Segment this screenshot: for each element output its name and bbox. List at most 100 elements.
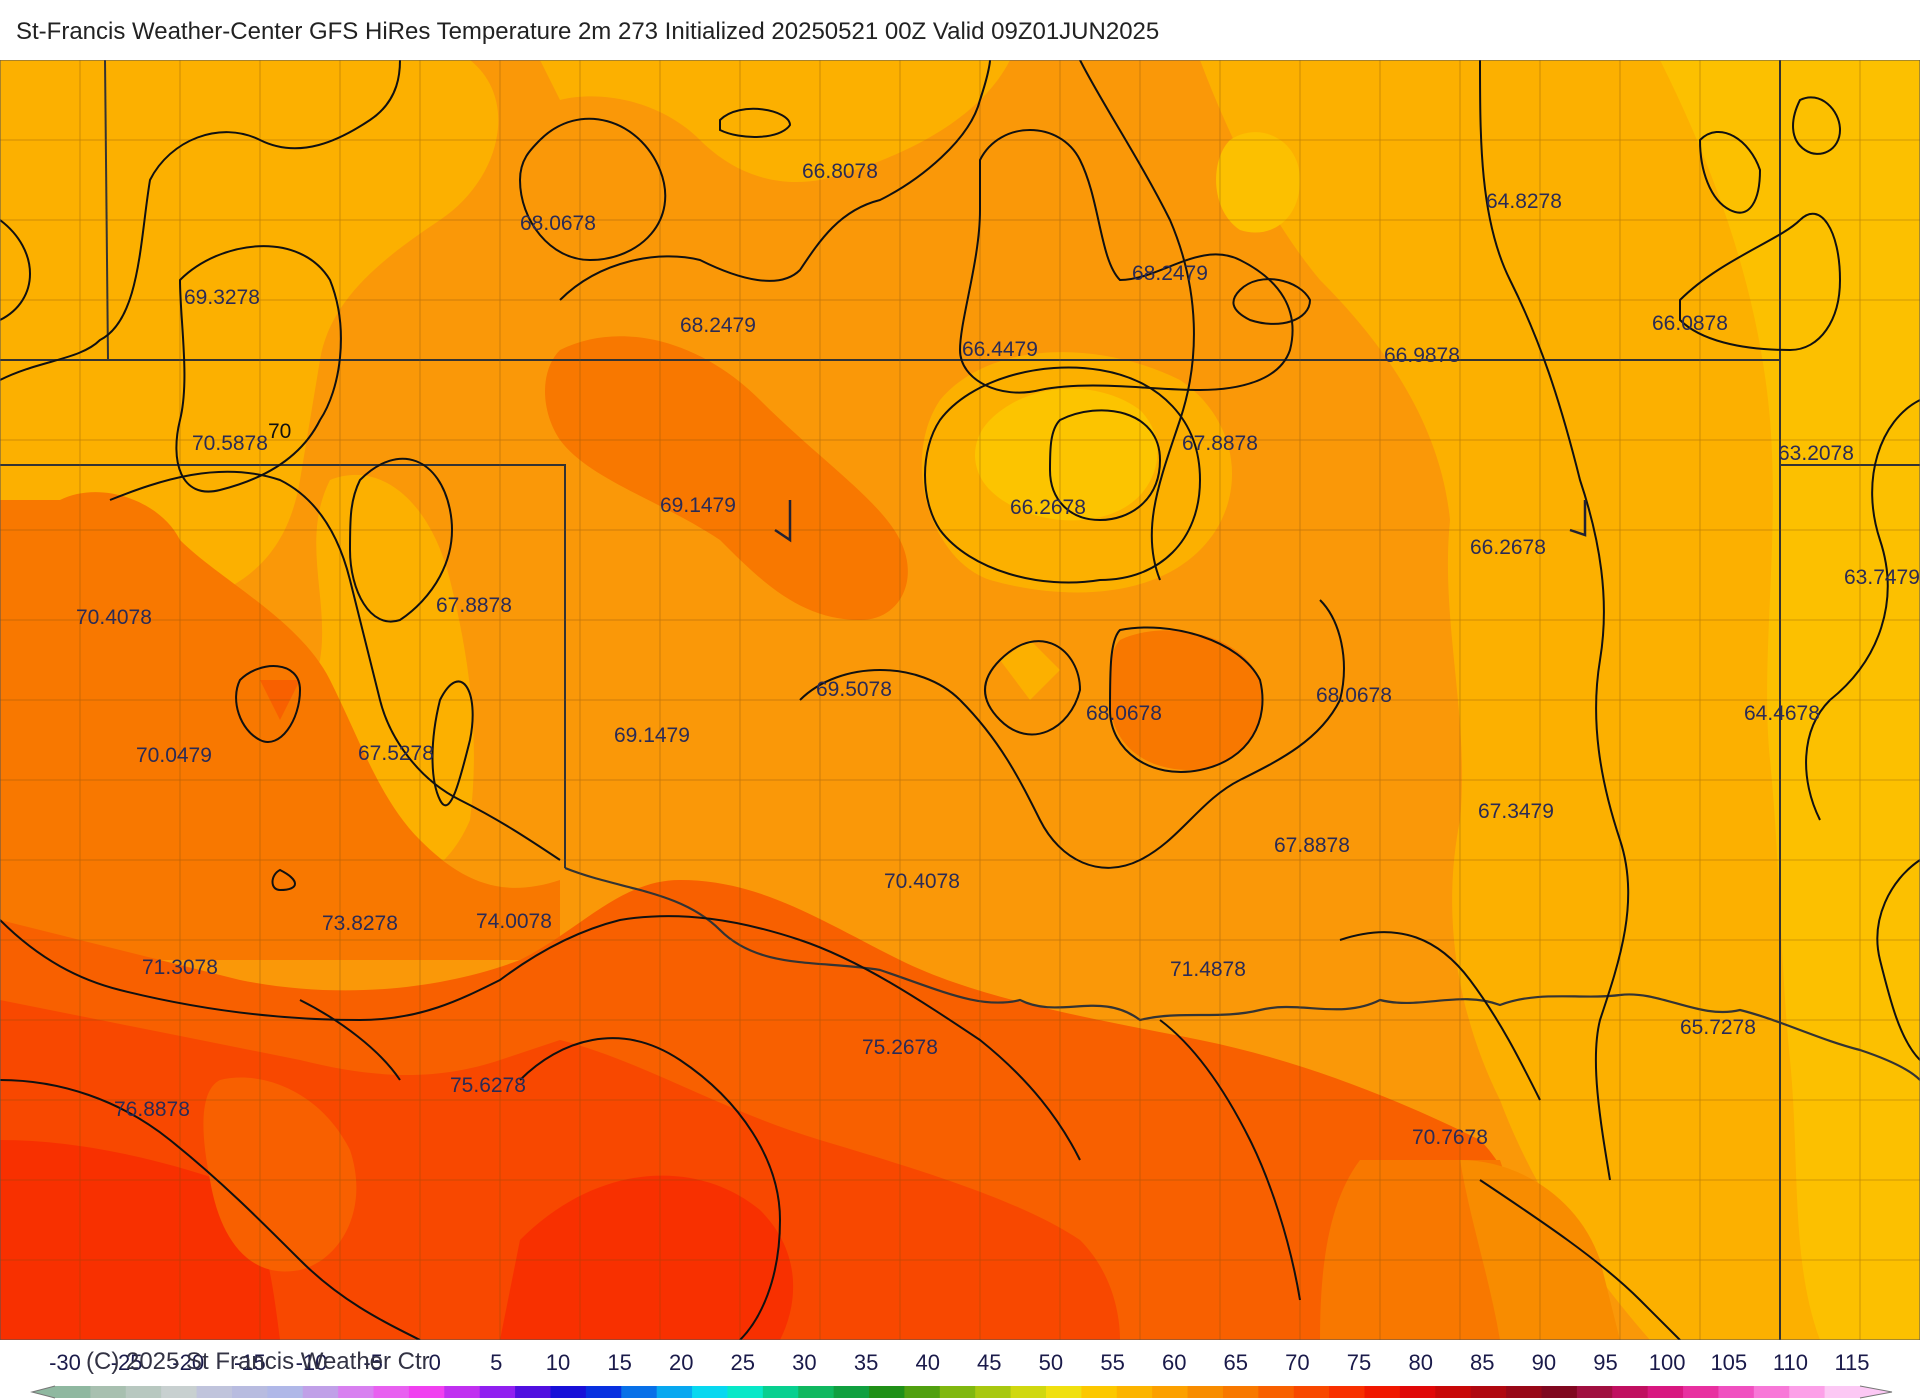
colorbar-tick-label: 35 (854, 1350, 878, 1375)
colorbar-swatch (869, 1386, 906, 1398)
colorbar-swatch (161, 1386, 198, 1398)
colorbar-tick-label: -20 (172, 1350, 204, 1375)
isotherm (431, 680, 474, 807)
colorbar-tick-label: 30 (792, 1350, 816, 1375)
temp-label: 69.1479 (660, 494, 736, 517)
colorbar-swatches (55, 1386, 1861, 1398)
isotherm (1048, 409, 1162, 522)
colorbar-tick-label: 90 (1532, 1350, 1556, 1375)
colorbar-swatch (1824, 1386, 1861, 1398)
temp-label: 71.4878 (1170, 958, 1246, 981)
colorbar-swatch (692, 1386, 729, 1398)
temp-label: 69.3278 (184, 286, 260, 309)
colorbar-swatch (125, 1386, 162, 1398)
colorbar-swatch (1612, 1386, 1649, 1398)
temp-band-85 (0, 1140, 794, 1340)
wind-barb (1569, 500, 1587, 537)
isotherm (1079, 60, 1195, 581)
colorbar-swatch (1789, 1386, 1826, 1398)
contour-label: 70 (268, 420, 291, 443)
colorbar-swatch (515, 1386, 552, 1398)
colorbar-swatch (1718, 1386, 1755, 1398)
wind-barb (774, 500, 792, 543)
map-title: St-Francis Weather-Center GFS HiRes Temp… (16, 18, 1160, 45)
colorbar-swatch (408, 1386, 445, 1398)
temp-label: 66.9878 (1384, 344, 1460, 367)
temp-label: 73.8278 (322, 912, 398, 935)
colorbar-swatch (55, 1386, 91, 1398)
colorbar-tick-label: 105 (1710, 1350, 1747, 1375)
colorbar-tick-label: 0 (429, 1350, 441, 1375)
isotherm (348, 457, 453, 623)
temp-label: 67.3479 (1478, 800, 1554, 823)
colorbar-swatch (338, 1386, 375, 1398)
colorbar-swatch (621, 1386, 658, 1398)
colorbar-tick-label: -10 (296, 1350, 328, 1375)
colorbar-tick-label: 10 (546, 1350, 570, 1375)
isotherm (799, 599, 1345, 869)
colorbar-swatch (727, 1386, 764, 1398)
colorbar-swatch (196, 1386, 233, 1398)
colorbar-swatch (1152, 1386, 1189, 1398)
isotherm (719, 107, 792, 138)
temp-label: 76.8878 (114, 1098, 190, 1121)
colorbar-tick-label: 60 (1162, 1350, 1186, 1375)
temp-label: 68.0678 (1316, 684, 1392, 707)
temp-label: 67.8878 (436, 594, 512, 617)
temp-label: 66.0878 (1652, 312, 1728, 335)
temp-label: 64.8278 (1486, 190, 1562, 213)
isotherm (0, 219, 31, 321)
colorbar-swatch (90, 1386, 127, 1398)
temp-label: 68.0678 (520, 212, 596, 235)
colorbar-tick-label: 50 (1039, 1350, 1063, 1375)
colorbar-swatch (1187, 1386, 1224, 1398)
colorbar-tick-labels: -30 -25 -20 -15 -10 -5 0 5 10 15 20 25 30 35 40 45 50 55 6… (49, 1350, 1869, 1375)
wind-barbs (774, 500, 1587, 543)
temp-band-60 (1660, 60, 1920, 1340)
colorbar-swatch (1683, 1386, 1720, 1398)
colorbar-swatch (1470, 1386, 1507, 1398)
colorbar-swatch (444, 1386, 481, 1398)
colorbar-tick-label: 95 (1593, 1350, 1617, 1375)
temp-label: 67.8878 (1274, 834, 1350, 857)
temp-label: 70.4078 (884, 870, 960, 893)
colorbar-swatch (833, 1386, 870, 1398)
temp-label: 68.2479 (680, 314, 756, 337)
colorbar-tick-label: 110 (1773, 1350, 1808, 1375)
colorbar-tick-label: -15 (234, 1350, 266, 1375)
temp-label: 63.7479 (1844, 566, 1920, 589)
temp-band-70 (1110, 630, 1262, 770)
colorbar-right-arrow (1859, 1385, 1893, 1399)
colorbar-tick-label: 115 (1834, 1350, 1869, 1375)
colorbar-tick-label: -25 (111, 1350, 143, 1375)
colorbar-tick-label: 65 (1224, 1350, 1248, 1375)
temp-label: 64.4678 (1744, 702, 1820, 725)
colorbar-tick-label: 100 (1649, 1350, 1686, 1375)
temp-label: 70.5878 (192, 432, 268, 455)
temp-label: 65.7278 (1680, 1016, 1756, 1039)
isotherm (1479, 1179, 1681, 1340)
colorbar-tick-label: 75 (1347, 1350, 1371, 1375)
temperature-colorbar: -30 -25 -20 -15 -10 -5 0 5 10 15 20 25 30 35 40 45 50 55 6… (30, 1350, 1893, 1399)
temp-label: 68.0678 (1086, 702, 1162, 725)
colorbar-swatch (1576, 1386, 1613, 1398)
temp-label: 70.7678 (1412, 1126, 1488, 1149)
colorbar-swatch (656, 1386, 693, 1398)
state-border (0, 464, 566, 868)
temp-band-65 (540, 60, 1010, 182)
colorbar-swatch (762, 1386, 799, 1398)
colorbar-swatch (1258, 1386, 1295, 1398)
river-border (564, 866, 1920, 1081)
temp-band-70 (0, 492, 560, 960)
colorbar-swatch (939, 1386, 976, 1398)
colorbar-tick-label: 5 (490, 1350, 502, 1375)
temp-label: 69.1479 (614, 724, 690, 747)
colorbar-tick-label: -30 (49, 1350, 81, 1375)
temp-label: 75.6278 (450, 1074, 526, 1097)
isotherm (175, 245, 342, 493)
colorbar-swatch (302, 1386, 339, 1398)
isotherm (1159, 1019, 1301, 1301)
temp-label: 70.0479 (136, 744, 212, 767)
colorbar-swatch (1222, 1386, 1259, 1398)
